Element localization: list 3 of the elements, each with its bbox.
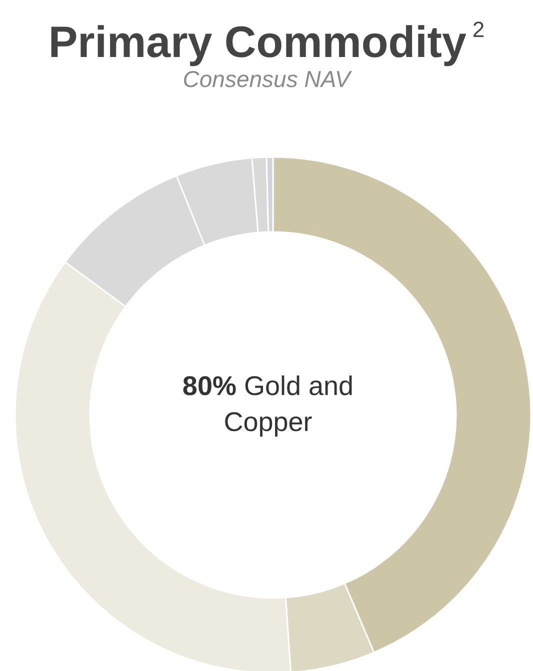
chart-subtitle: Consensus NAV xyxy=(182,66,352,93)
text: 80% Gold and Copper xyxy=(181,370,355,439)
chart-title: Primary Commodity$^{2}$ xyxy=(47,16,486,69)
